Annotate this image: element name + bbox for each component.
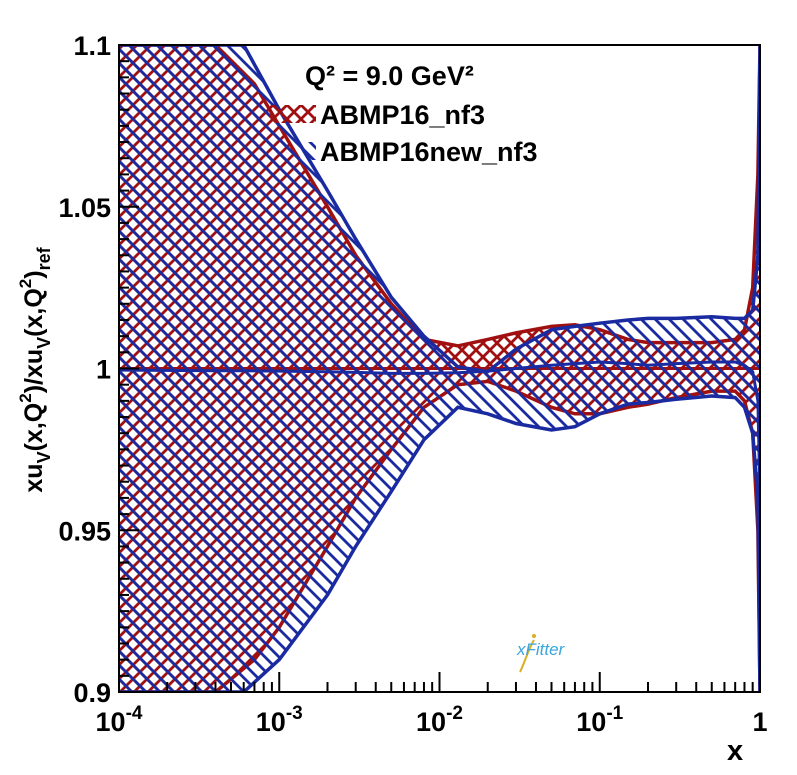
y-tick-label: 0.9 bbox=[73, 678, 111, 708]
y-axis: 0.9 0.95 1 1.05 1.1 bbox=[58, 31, 139, 708]
y-axis-title: xuV(x,Q2)/xuV(x,Q2)ref bbox=[16, 246, 54, 492]
y-tick-label: 0.95 bbox=[58, 516, 111, 546]
bands-layer bbox=[119, 45, 760, 692]
legend-swatch-abmp16new-nf3 bbox=[270, 142, 316, 160]
legend-entry-abmp16-nf3: ABMP16_nf3 bbox=[270, 100, 485, 130]
legend-entry-abmp16new-nf3: ABMP16new_nf3 bbox=[270, 137, 538, 167]
y-tick-label: 1.05 bbox=[58, 193, 111, 223]
xfitter-logo: xFitter bbox=[516, 634, 566, 673]
y-tick-label: 1.1 bbox=[73, 31, 111, 61]
band-lower-abmp16new-nf3 bbox=[119, 394, 760, 692]
legend-annotation: Q² = 9.0 GeV² bbox=[305, 61, 474, 91]
band-fill-abmp16new-nf3 bbox=[119, 45, 760, 692]
central-line-abmp16new-nf3 bbox=[119, 360, 760, 498]
band-upper-abmp16new-nf3 bbox=[119, 45, 760, 374]
x-tick-label: 10-1 bbox=[576, 703, 623, 737]
logo-dot bbox=[532, 634, 536, 638]
logo-swoosh bbox=[519, 639, 535, 673]
legend-label-abmp16-nf3: ABMP16_nf3 bbox=[320, 100, 485, 130]
legend: Q² = 9.0 GeV² ABMP16_nf3 ABMP16new_nf3 bbox=[270, 61, 538, 167]
x-axis-title: x bbox=[727, 735, 743, 767]
logo-text: xFitter bbox=[516, 640, 566, 659]
legend-label-abmp16new-nf3: ABMP16new_nf3 bbox=[320, 137, 538, 167]
x-tick-label: 10-3 bbox=[256, 703, 303, 737]
x-tick-label: 10-2 bbox=[416, 703, 463, 737]
x-tick-label: 10-4 bbox=[96, 703, 143, 737]
x-tick-label: 1 bbox=[752, 707, 767, 737]
legend-swatch-abmp16-nf3 bbox=[270, 105, 316, 123]
x-axis: 10-4 10-3 10-2 10-1 1 bbox=[96, 672, 768, 737]
y-tick-label: 1 bbox=[96, 355, 111, 385]
band-abmp16new-nf3 bbox=[119, 45, 760, 692]
